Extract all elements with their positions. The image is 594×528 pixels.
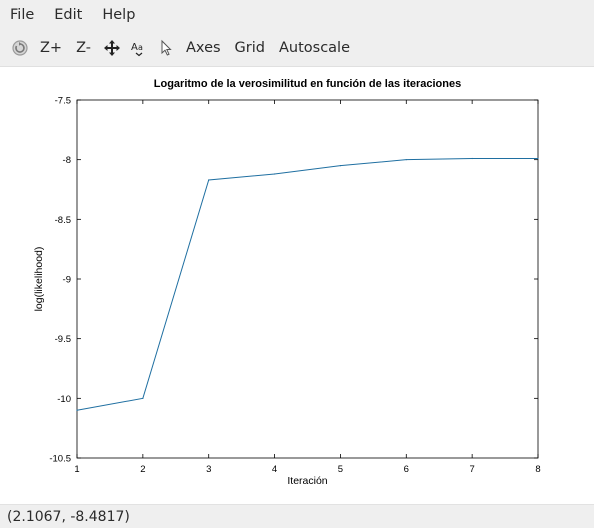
- rotate-icon: [11, 39, 29, 57]
- toolbar: Z+ Z- A a Axes Grid Autoscale: [0, 30, 594, 67]
- data-point: [76, 410, 77, 411]
- pan-button[interactable]: [98, 33, 125, 63]
- y-tick-label: -10.5: [49, 454, 71, 465]
- rotate-button[interactable]: [6, 33, 33, 63]
- series-line-0: [77, 158, 538, 410]
- data-point: [142, 398, 143, 399]
- y-tick-label: -8.5: [55, 215, 71, 226]
- data-point: [208, 179, 209, 180]
- svg-text:a: a: [138, 43, 143, 52]
- coordinate-readout: (2.1067, -8.4817): [7, 509, 130, 525]
- x-tick-label: 4: [272, 464, 277, 475]
- x-tick-label: 6: [404, 464, 409, 475]
- data-point: [406, 159, 407, 160]
- pointer-icon: [157, 39, 175, 57]
- menu-edit[interactable]: Edit: [44, 0, 92, 30]
- grid-button[interactable]: Grid: [228, 33, 272, 63]
- chart-title: Logaritmo de la verosimilitud en función…: [154, 78, 461, 90]
- axes-button[interactable]: Axes: [179, 33, 228, 63]
- y-tick-label: -10: [57, 394, 71, 405]
- menu-help[interactable]: Help: [92, 0, 145, 30]
- zoom-in-button[interactable]: Z+: [33, 33, 69, 63]
- data-point: [340, 165, 341, 166]
- y-tick-label: -9.5: [55, 334, 71, 345]
- menu-bar: File Edit Help: [0, 0, 594, 30]
- autoscale-button[interactable]: Autoscale: [272, 33, 357, 63]
- status-bar: (2.1067, -8.4817): [0, 504, 594, 528]
- text-button[interactable]: A a: [125, 33, 152, 63]
- y-tick-label: -7.5: [55, 96, 71, 107]
- x-axis-label: Iteración: [287, 475, 327, 487]
- y-tick-label: -8: [63, 155, 71, 166]
- menu-file[interactable]: File: [0, 0, 44, 30]
- text-icon: A a: [130, 39, 148, 57]
- svg-text:A: A: [131, 42, 138, 53]
- chart[interactable]: 1 2 3 4 5 6 7 8 -7.5 -8 -8.5 -9 -9.5 -10 -10.5 Logaritm…: [0, 68, 594, 504]
- x-tick-label: 5: [338, 464, 343, 475]
- x-tick-label: 1: [74, 464, 79, 475]
- x-tick-label: 3: [206, 464, 211, 475]
- x-tick-label: 2: [140, 464, 145, 475]
- y-tick-label: -9: [63, 275, 71, 286]
- data-point: [537, 158, 538, 159]
- y-axis-label: log(likelihood): [33, 247, 45, 312]
- plot-area[interactable]: 1 2 3 4 5 6 7 8 -7.5 -8 -8.5 -9 -9.5 -10 -10.5 Logaritm…: [0, 68, 594, 504]
- pan-icon: [103, 39, 121, 57]
- data-point: [274, 173, 275, 174]
- x-tick-label: 8: [535, 464, 540, 475]
- zoom-out-button[interactable]: Z-: [69, 33, 98, 63]
- data-point: [472, 158, 473, 159]
- x-tick-label: 7: [469, 464, 474, 475]
- axes-box: [77, 100, 538, 458]
- select-button[interactable]: [152, 33, 179, 63]
